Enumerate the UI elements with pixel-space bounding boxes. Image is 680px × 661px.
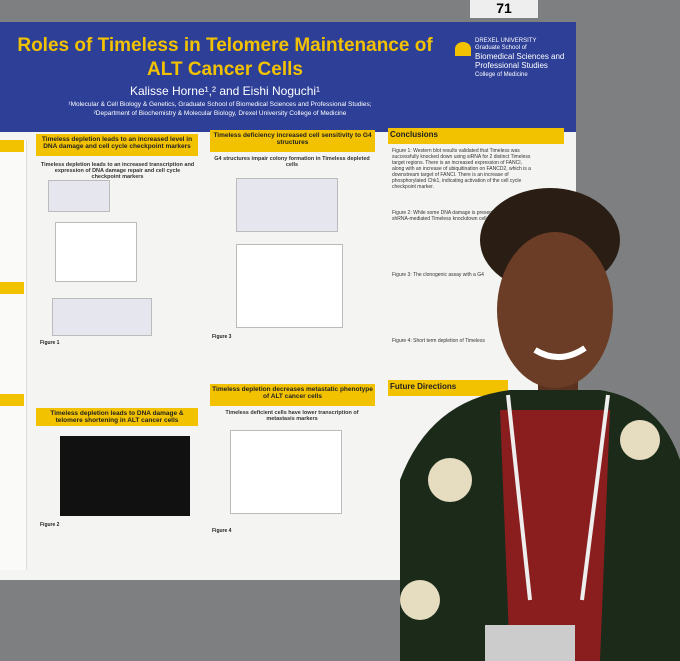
conclusion-line: successfully knocked down using siRNA fo…: [392, 154, 531, 160]
flower-print: [428, 458, 472, 502]
section-header: Future Directions: [388, 380, 508, 396]
figure-label: Figure 4: [212, 528, 232, 534]
figure-label: Figure 1: [40, 340, 60, 346]
bar-chart: [236, 244, 343, 328]
logo-text: Biomedical Sciences and Professional Stu…: [475, 52, 565, 70]
badge: [485, 625, 575, 661]
poster-title: Roles of Timeless in Telomere Maintenanc…: [17, 35, 433, 80]
section-header: Timeless depletion leads to an increased…: [36, 134, 198, 156]
conclusions-text: Figure 1: Western blot results validated…: [392, 148, 531, 344]
colony-plates: [52, 298, 152, 336]
affiliation: ²Department of Biochemistry & Molecular …: [93, 110, 347, 117]
sign: 71: [470, 0, 538, 18]
section-header: Timeless depletion decreases metastatic …: [210, 384, 375, 406]
subheading: G4 structures impair colony formation in…: [214, 156, 370, 168]
logo-text: College of Medicine: [475, 72, 528, 78]
western-blot: [48, 180, 110, 212]
logo-icon: [455, 42, 471, 56]
lanyard: [506, 394, 610, 601]
conclusion-line: shRNA-mediated Timeless knockdown cells: [392, 216, 489, 222]
bar-chart: [55, 222, 137, 282]
conclusion-line: checkpoint marker.: [392, 184, 434, 190]
smile: [533, 345, 587, 360]
section-header: Conclusions: [388, 128, 564, 144]
flower-print: [620, 420, 660, 460]
section-header: Timeless depletion leads to DNA damage &…: [36, 408, 198, 426]
person: [400, 188, 680, 661]
section-header: [0, 394, 24, 406]
conclusion-line: Figure 4: Short term depletion of Timele…: [392, 338, 485, 344]
conclusion-line: Figure 1: Western blot results validated…: [392, 148, 520, 154]
conclusion-line: Figure 2: While some DNA damage is prese…: [392, 210, 494, 216]
section-header: [0, 282, 24, 294]
face: [497, 232, 613, 388]
subheading: Timeless depletion leads to an increased…: [40, 162, 195, 180]
figure-label: Figure 2: [40, 522, 60, 528]
affiliation: ¹Molecular & Cell Biology & Genetics, Gr…: [68, 101, 372, 108]
figure-label: Figure 3: [212, 334, 232, 340]
subheading: Timeless deficient cells have lower tran…: [225, 410, 359, 422]
microscopy: [60, 436, 190, 516]
section-header: Timeless deficiency increased cell sensi…: [210, 130, 375, 152]
flower-print: [400, 580, 440, 620]
shirt: [500, 410, 610, 661]
colony-plates: [236, 178, 338, 232]
conclusion-line: phosphorylated Chk1, indicating activati…: [392, 178, 522, 184]
poster-header: [0, 22, 576, 132]
section-header: [0, 140, 24, 152]
logo-text: Graduate School of: [475, 45, 527, 51]
conclusion-line: along with an increase of ubiquitination…: [392, 166, 531, 172]
logo-text: DREXEL UNIVERSITY: [475, 38, 537, 44]
conclusion-line: target regions. There is an increased ex…: [392, 160, 522, 166]
conclusion-line: downstream target of FANCI. There is an …: [392, 172, 509, 178]
column: [0, 140, 27, 570]
authors: Kalisse Horne¹,² and Eishi Noguchi¹: [129, 84, 321, 98]
bar-chart: [230, 430, 342, 514]
conclusion-line: Figure 3: The clonogenic assay with a G4: [392, 272, 484, 278]
